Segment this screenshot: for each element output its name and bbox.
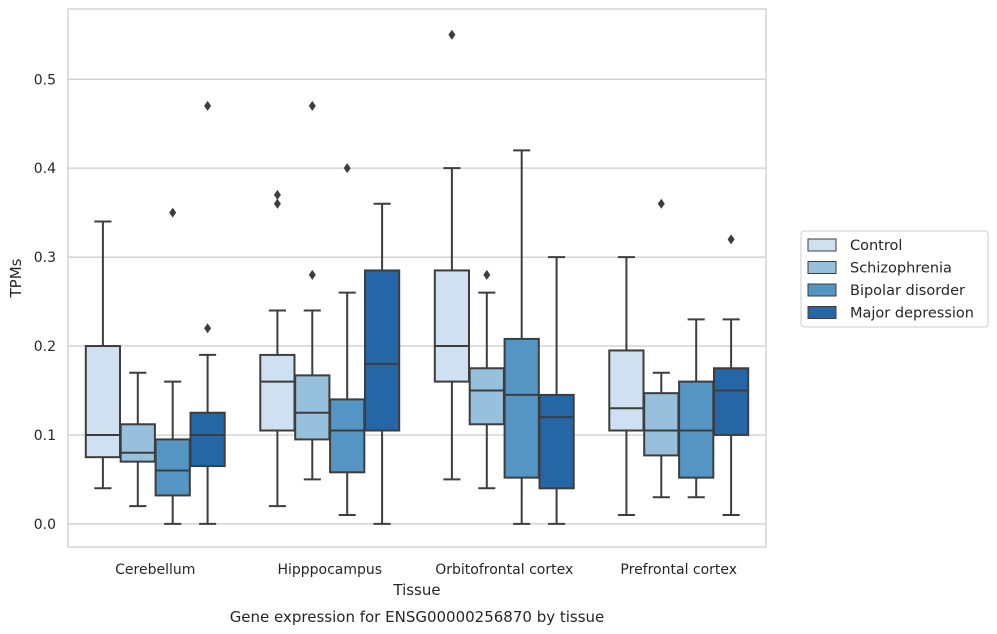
x-tick-labels: Cerebellum Hipppocampus Orbitofrontal cort… (115, 562, 737, 578)
box-group (84, 100, 226, 525)
legend-swatch (807, 306, 837, 319)
legend-label: Schizophrenia (850, 261, 952, 277)
legend-swatch (807, 238, 837, 252)
box (503, 337, 540, 479)
box (468, 367, 505, 426)
x-tick-label: Hipppocampus (277, 562, 382, 578)
legend-swatch (807, 261, 837, 274)
box (608, 349, 645, 432)
outlier-point (483, 269, 491, 280)
y-tick-label: 0.0 (34, 517, 56, 533)
y-tick-label: 0.3 (34, 250, 56, 266)
box (119, 423, 156, 463)
outlier-point (308, 269, 316, 280)
box (712, 367, 750, 436)
box (84, 345, 122, 459)
y-gridlines (68, 78, 766, 525)
box-group (433, 29, 575, 525)
box (329, 398, 366, 474)
box-groups (84, 29, 750, 525)
x-tick-label: Orbitofrontal cortex (435, 562, 573, 578)
y-tick-labels: 0.0 0.1 0.2 0.3 0.4 0.5 (34, 72, 56, 533)
legend-label: Major depression (850, 306, 974, 322)
outlier-point (448, 29, 456, 40)
legend-frame (800, 230, 989, 328)
legend-swatch (807, 283, 837, 297)
box (363, 269, 401, 432)
legend-label: Control (850, 238, 902, 254)
x-axis-label: Tissue (392, 581, 440, 599)
y-tick-label: 0.2 (34, 339, 56, 355)
box (294, 374, 331, 441)
box (154, 438, 191, 497)
y-tick-label: 0.5 (34, 72, 56, 88)
box (538, 393, 575, 490)
y-tick-label: 0.1 (34, 428, 56, 444)
box (189, 411, 226, 468)
outlier-point (308, 100, 316, 111)
outlier-point (169, 207, 177, 218)
y-tick-label: 0.4 (34, 161, 56, 177)
box (643, 392, 680, 457)
box-group (259, 100, 401, 525)
x-tick-label: Cerebellum (115, 562, 195, 578)
box-group (608, 198, 750, 516)
chart-caption: Gene expression for ENSG00000256870 by t… (230, 608, 605, 626)
outlier-point (204, 323, 212, 334)
box (433, 269, 471, 383)
x-tick-label: Prefrontal cortex (620, 562, 737, 578)
y-axis-label: TPMs (7, 258, 25, 298)
outlier-point (273, 189, 281, 200)
legend-label: Bipolar disorder (850, 283, 965, 299)
outlier-point (727, 234, 735, 245)
plot-frame (67, 8, 767, 548)
legend: Control Schizophrenia Bipolar disorder Majo… (800, 230, 989, 328)
box (259, 353, 296, 432)
outlier-point (343, 163, 351, 174)
outlier-point (273, 198, 281, 209)
outlier-point (657, 198, 665, 209)
outlier-point (204, 100, 212, 111)
